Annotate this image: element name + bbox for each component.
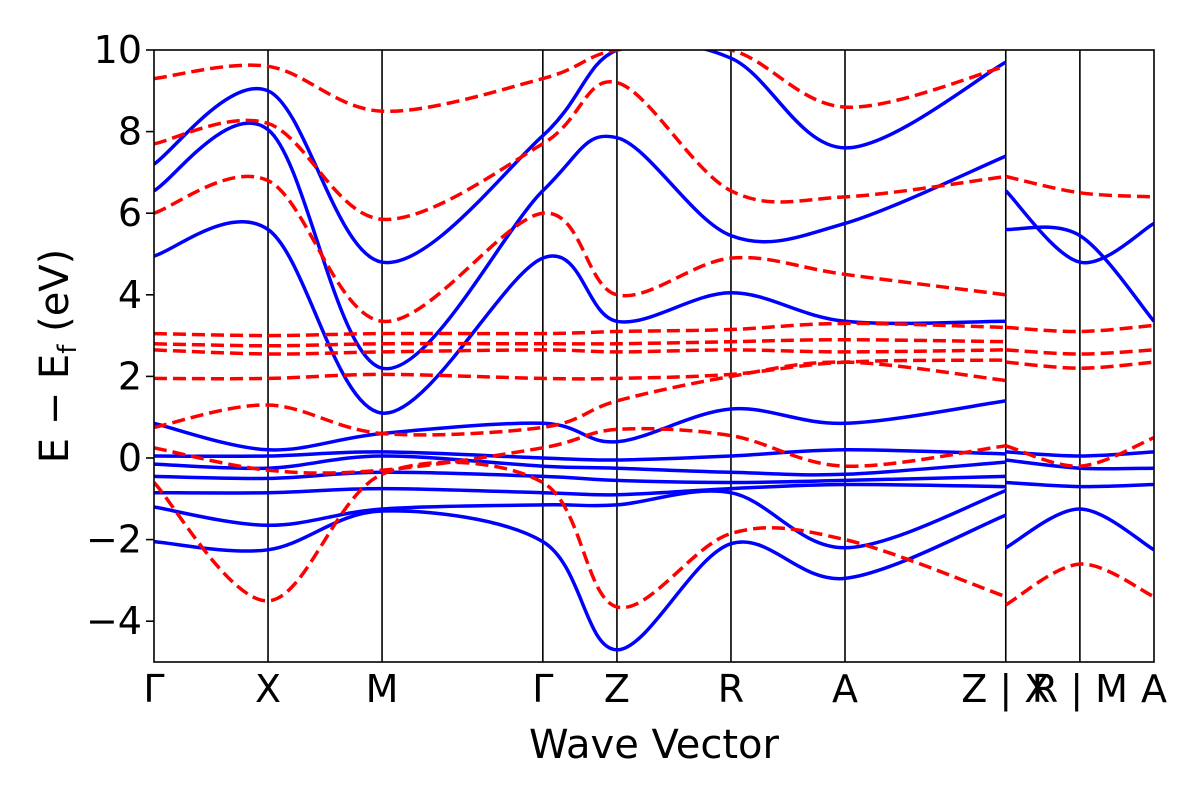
solid-band-line (1005, 225, 1154, 323)
solid-band-line (154, 488, 1007, 550)
dashed-band-line (154, 79, 1007, 222)
dashed-band-line (154, 358, 1006, 381)
dashed-band-line (154, 50, 1007, 113)
y-tick-label: 2 (118, 354, 142, 398)
dashed-band-line (1005, 174, 1154, 199)
x-tick-label: A (1141, 667, 1167, 711)
dashed-band-line (154, 174, 1007, 324)
dashed-band-line (154, 348, 1006, 356)
k-point-lines (267, 50, 1081, 662)
solid-band-line (154, 399, 1007, 452)
x-axis: Γ X M Γ Z R A Z | XR | M A (143, 667, 1167, 712)
y-tick-label: 0 (118, 436, 142, 480)
y-axis-title-subscript: f (53, 344, 83, 354)
solid-band-line (1004, 189, 1154, 265)
solid-band-line (154, 448, 1006, 462)
solid-band-line (154, 220, 1006, 415)
x-tick-label: A (832, 667, 858, 711)
solid-band-line (154, 509, 1007, 652)
solid-band-line (1005, 458, 1154, 471)
y-axis-title-main: E − E (32, 354, 78, 464)
y-tick-label: 10 (94, 28, 142, 72)
solid-band-line (154, 470, 1006, 485)
solid-band-line (1005, 480, 1154, 489)
x-axis-title: Wave Vector (529, 722, 780, 768)
dashed-band-line (1005, 435, 1154, 468)
solid-band-line (154, 50, 1007, 265)
x-tick-label: Γ (532, 667, 553, 711)
x-tick-label: R | M (1032, 667, 1128, 712)
y-tick-label: 4 (118, 273, 142, 317)
dashed-band-line (154, 337, 1006, 348)
y-axis-title: E − Ef (eV) (32, 249, 83, 464)
dashed-band-line (1004, 562, 1154, 607)
solid-band-line (154, 482, 1006, 497)
x-tick-label: Z (604, 667, 630, 711)
x-tick-label: Z | X (961, 667, 1050, 712)
dashed-band-line (154, 321, 1006, 338)
bands-layer (154, 50, 1154, 652)
plot-frame (153, 49, 1155, 663)
y-tick-label: −2 (86, 518, 142, 562)
x-tick-label: X (255, 667, 281, 711)
y-tick-label: 8 (118, 110, 142, 154)
x-tick-label: M (366, 667, 399, 711)
y-tick-label: −4 (86, 599, 142, 643)
y-tick-label: 6 (118, 191, 142, 235)
x-tick-label: R (718, 667, 744, 711)
dashed-band-line (154, 426, 1007, 475)
solid-band-line (154, 121, 1007, 371)
dashed-band-line (154, 360, 1007, 437)
solid-band-line (1004, 507, 1154, 552)
solid-band-line (154, 454, 1006, 477)
y-axis-title-unit: (eV) (32, 249, 78, 345)
solid-band-line (1005, 450, 1154, 458)
y-axis: −4 −2 0 2 4 6 8 10 (86, 28, 154, 643)
dashed-band-line (154, 460, 1007, 610)
x-tick-label: Γ (143, 667, 164, 711)
